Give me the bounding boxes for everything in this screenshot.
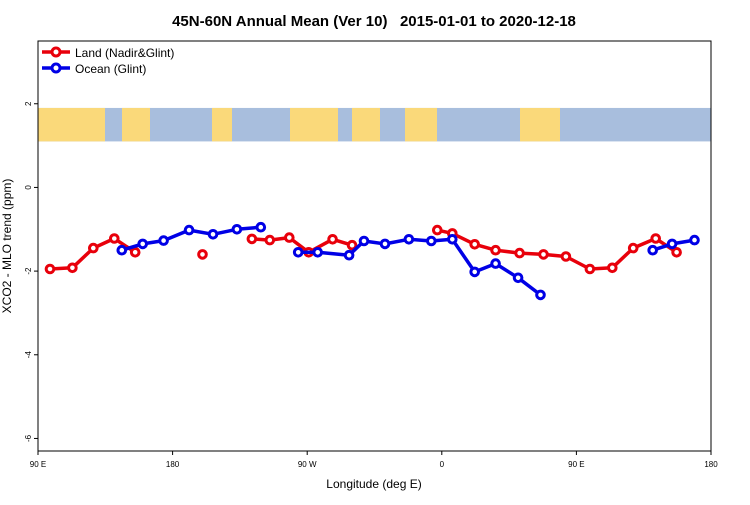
chart-title: 45N-60N Annual Mean (Ver 10) 2015-01-01 … — [172, 13, 576, 30]
map-land — [122, 107, 150, 142]
data-point — [469, 239, 481, 250]
y-tick-label: 0 — [24, 185, 33, 190]
data-point — [560, 251, 572, 262]
legend: Land (Nadir&Glint) Ocean (Glint) — [42, 46, 174, 76]
data-point — [129, 247, 141, 258]
data-point — [379, 238, 391, 250]
x-axis: 90 E 180 90 W 0 90 E 180 — [30, 451, 718, 469]
data-point — [647, 244, 659, 256]
data-point — [183, 224, 195, 236]
map-land — [38, 107, 105, 142]
legend-marker-land — [50, 46, 62, 58]
data-point — [490, 244, 501, 256]
data-point — [327, 234, 338, 245]
data-point — [607, 262, 618, 274]
data-point — [44, 263, 56, 275]
data-point — [346, 239, 358, 251]
world-map-band — [38, 107, 711, 142]
data-point — [255, 221, 267, 233]
data-point — [666, 238, 678, 250]
data-point — [512, 272, 524, 284]
data-point — [109, 233, 120, 244]
y-tick-label: 2 — [24, 101, 33, 106]
x-tick-label: 180 — [704, 460, 718, 469]
data-point — [535, 289, 546, 301]
map-land — [405, 107, 437, 142]
data-point — [432, 224, 443, 236]
y-tick-label: -4 — [24, 351, 33, 359]
data-point — [246, 233, 258, 245]
y-tick-label: -2 — [24, 267, 33, 275]
data-point — [158, 235, 169, 246]
data-point — [67, 262, 78, 274]
series-layer — [44, 221, 700, 301]
data-point — [426, 235, 437, 247]
data-point — [650, 233, 662, 244]
data-point — [689, 234, 700, 246]
data-point — [137, 238, 148, 250]
x-tick-label: 90 E — [568, 460, 584, 469]
series-ocean — [116, 221, 700, 301]
y-tick-label: -6 — [24, 434, 33, 442]
series-line — [298, 237, 542, 297]
data-point — [197, 249, 208, 260]
map-land — [352, 107, 380, 142]
data-point — [88, 242, 99, 254]
legend-label-ocean: Ocean (Glint) — [75, 62, 146, 76]
data-point — [514, 247, 525, 259]
data-point — [264, 234, 276, 246]
x-tick-label: 90 E — [30, 460, 46, 469]
data-point — [671, 247, 682, 258]
data-point — [284, 232, 295, 243]
data-point — [343, 249, 355, 261]
y-axis: 2 0 -2 -4 -6 — [24, 101, 38, 442]
data-point — [469, 266, 481, 278]
map-land — [520, 107, 560, 142]
data-point — [584, 263, 596, 275]
y-axis-label: XCO2 - MLO trend (ppm) — [0, 179, 14, 314]
plot-frame — [37, 40, 712, 452]
legend-marker-ocean — [50, 62, 62, 74]
data-point — [292, 247, 304, 258]
x-tick-label: 180 — [166, 460, 180, 469]
data-point — [490, 258, 501, 269]
map-land — [212, 107, 232, 142]
data-point — [447, 234, 458, 245]
x-tick-label: 90 W — [298, 460, 317, 469]
data-point — [627, 242, 639, 254]
data-point — [207, 229, 219, 240]
data-point — [403, 234, 415, 245]
data-point — [538, 249, 549, 260]
map-land — [290, 107, 338, 142]
data-point — [358, 235, 370, 247]
x-axis-label: Longitude (deg E) — [326, 477, 421, 491]
data-point — [231, 224, 243, 235]
x-tick-label: 0 — [440, 460, 445, 469]
series-line — [436, 228, 678, 271]
legend-label-land: Land (Nadir&Glint) — [75, 46, 174, 60]
data-point — [312, 247, 324, 258]
data-point — [116, 244, 128, 256]
series-land — [44, 224, 682, 275]
